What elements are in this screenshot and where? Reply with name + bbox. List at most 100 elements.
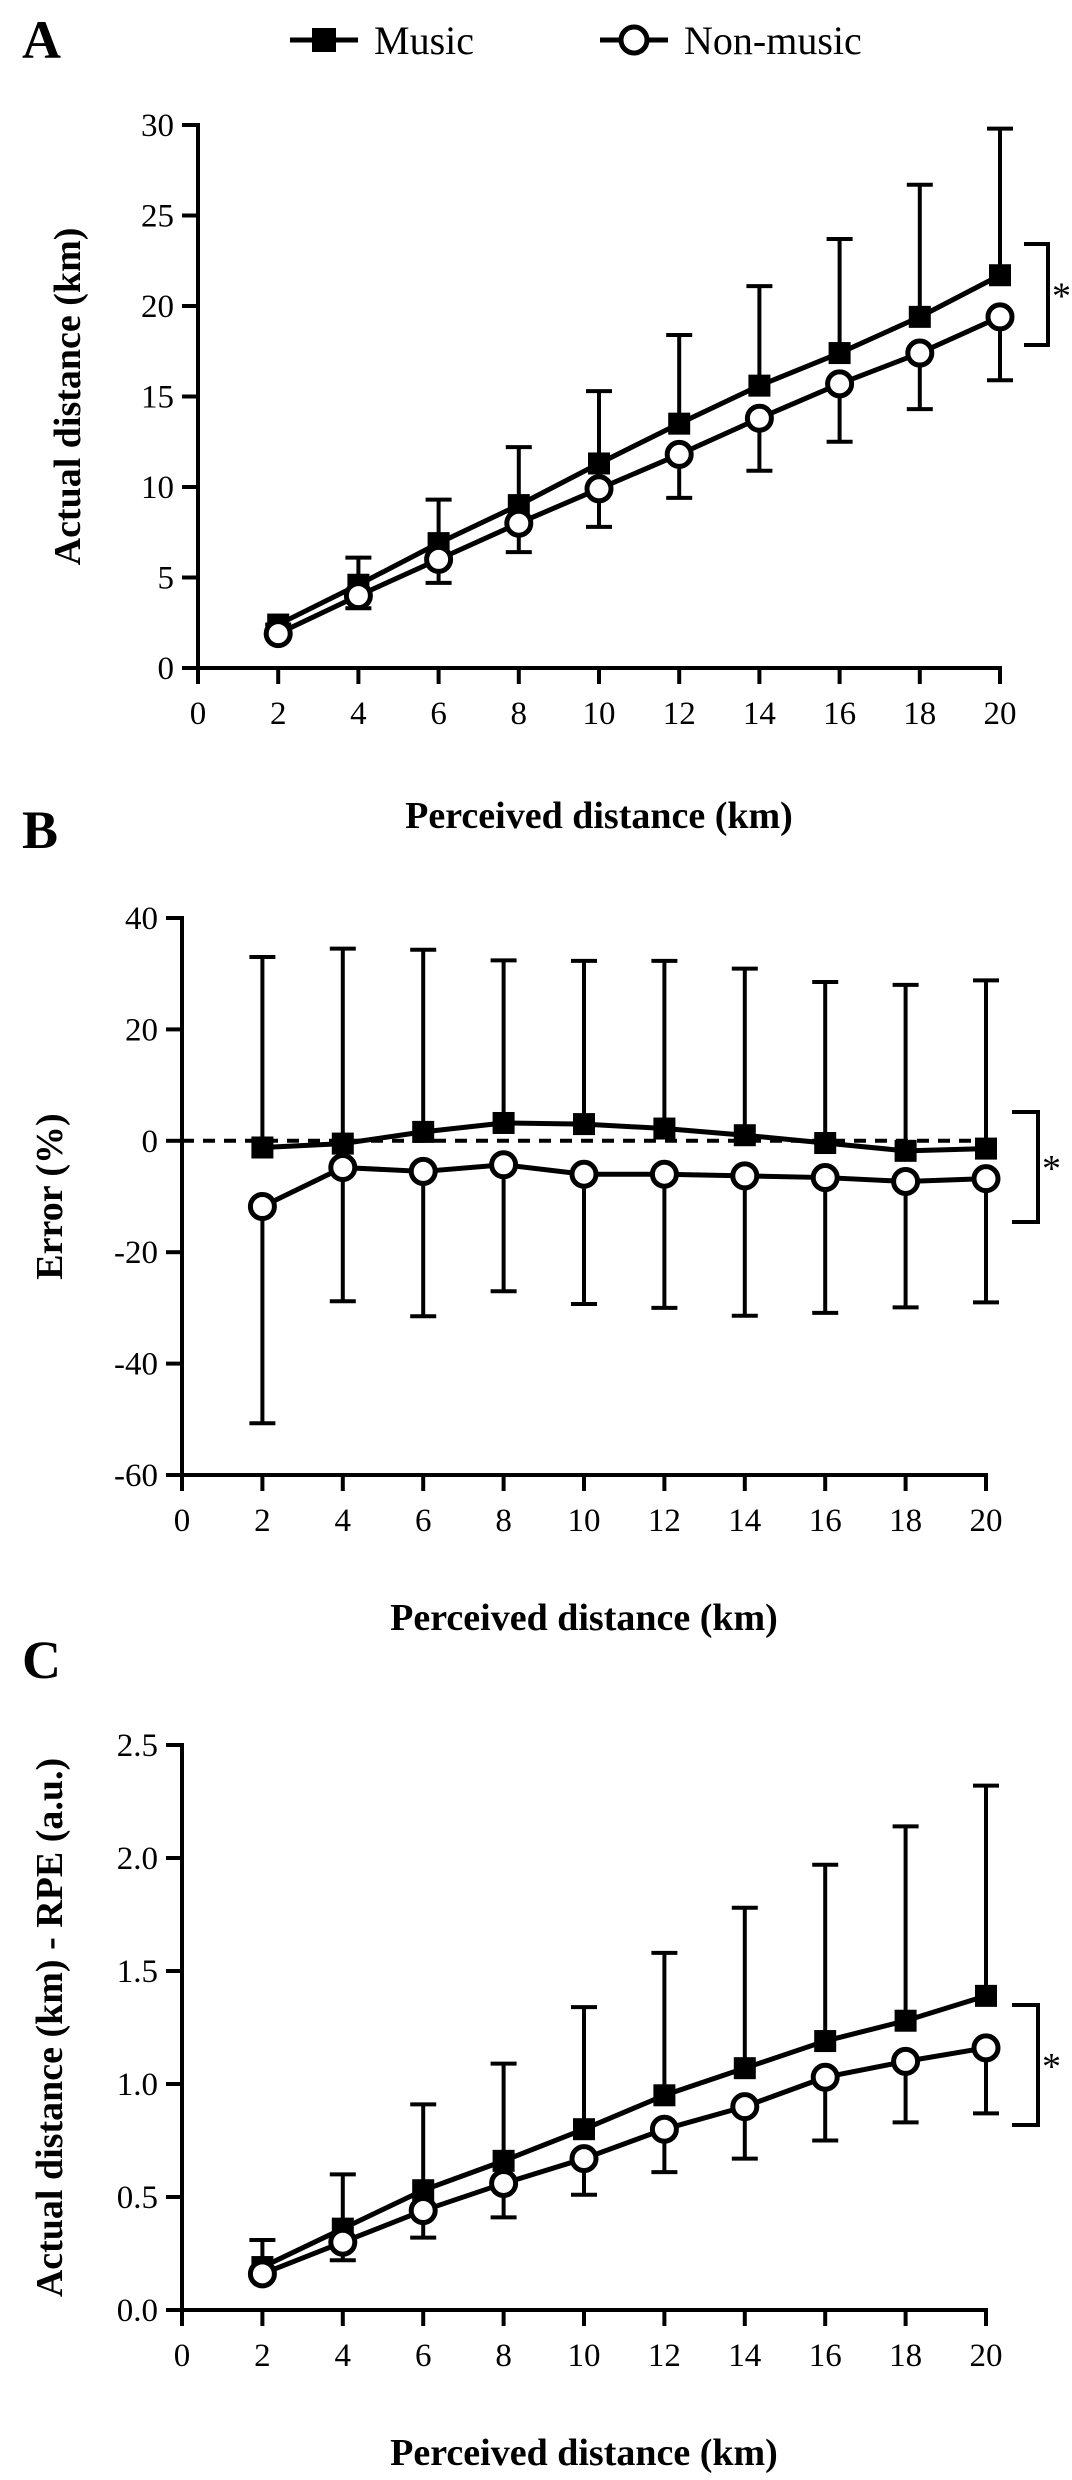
panel-a-significance-star: * <box>1052 276 1071 318</box>
panel-b-y-axis-title: Error (%) <box>29 1113 71 1279</box>
panel-c-point-non-music <box>810 2062 840 2092</box>
panel-a-point-non-music <box>424 544 454 574</box>
panel-b-line-non-music <box>261 1162 987 1209</box>
panel-b-x-tick-label: 6 <box>415 1503 432 1539</box>
panel-a-point-music <box>908 305 931 328</box>
panel-a-point-music <box>588 452 610 475</box>
panel-b-point-non-music <box>730 1161 760 1191</box>
panel-a-x-tick-label: 16 <box>823 696 856 732</box>
panel-b-point-music <box>733 1124 756 1147</box>
panel-b-point-music <box>492 1111 515 1134</box>
panel-b-x-axis-title: Perceived distance (km) <box>390 1597 778 1639</box>
panel-a-letter: A <box>22 10 61 70</box>
legend-marker-non-music <box>618 24 650 56</box>
panel-c-x-tick-label: 14 <box>728 2338 761 2374</box>
panel-c-point-non-music <box>891 2046 921 2076</box>
panel-a-y-axis-title: Actual distance (km) <box>47 228 89 566</box>
panel-c-point-music <box>814 2030 837 2053</box>
panel-a-point-music <box>828 342 851 365</box>
panel-b-x-tick-label: 2 <box>254 1503 271 1539</box>
panel-c-y-tick-label: 1.5 <box>117 1954 158 1990</box>
panel-a-point-music <box>748 374 771 397</box>
panel-b-x-tick-label: 14 <box>728 1503 761 1539</box>
panel-b-point-non-music <box>891 1166 921 1196</box>
panel-b-point-non-music <box>328 1153 358 1183</box>
panel-b-y-tick-label: -60 <box>114 1458 158 1494</box>
panel-c-point-music <box>653 2084 676 2107</box>
panel-c-y-tick-label: 0.5 <box>117 2180 158 2216</box>
panel-c-x-tick-label: 18 <box>889 2338 922 2374</box>
legend-label-music: Music <box>374 18 474 63</box>
panel-b-y-tick-label: 0 <box>142 1124 159 1160</box>
panel-b-y-tick-label: 20 <box>125 1012 158 1048</box>
panel-c-x-tick-label: 2 <box>254 2338 271 2374</box>
panel-c-y-axis-title: Actual distance (km) - RPE (a.u.) <box>29 1758 71 2297</box>
panel-a-y-tick-label: 5 <box>158 561 175 597</box>
panel-b-x-tick-label: 0 <box>174 1503 191 1539</box>
panel-b-letter: B <box>22 800 58 860</box>
panel-c-x-tick-label: 12 <box>648 2338 681 2374</box>
panel-c-point-non-music <box>408 2196 438 2226</box>
panel-c-letter: C <box>22 1630 61 1690</box>
panel-c-x-tick-label: 10 <box>568 2338 601 2374</box>
panel-a-point-non-music <box>744 403 774 433</box>
panel-b-x-tick-label: 16 <box>809 1503 842 1539</box>
panel-a-x-tick-label: 10 <box>583 696 616 732</box>
panel-a-point-music <box>989 264 1011 287</box>
panel-b: B -60 -40 -20 0 20 40 0 2 4 6 8 10 12 14 16 18 20 Perceive… <box>22 800 1061 1639</box>
panel-c-x-tick-label: 6 <box>415 2338 432 2374</box>
panel-b-point-music <box>894 1139 917 1162</box>
panel-b-point-music <box>814 1132 837 1155</box>
panel-c-point-music <box>975 1984 997 2007</box>
panel-b-point-non-music <box>649 1159 679 1189</box>
panel-c-point-music <box>492 2149 515 2172</box>
panel-a-x-tick-label: 0 <box>190 696 207 732</box>
panel-c-line-non-music <box>261 2045 987 2277</box>
panel-a-x-tick-label: 20 <box>984 696 1017 732</box>
panel-a-x-tick-label: 8 <box>511 696 528 732</box>
panel-b-significance-bracket <box>1012 1110 1040 1224</box>
panel-a-y-tick-label: 30 <box>141 108 174 144</box>
panel-c-point-non-music <box>569 2144 599 2174</box>
panel-a-x-tick-label: 6 <box>430 696 447 732</box>
panel-c-point-non-music <box>328 2227 358 2257</box>
panel-a-point-non-music <box>905 338 935 368</box>
panel-c-point-music <box>733 2057 756 2080</box>
panel-b-point-non-music <box>247 1192 277 1222</box>
panel-a-x-tick-label: 4 <box>350 696 367 732</box>
panel-c-y-tick-label: 0.0 <box>117 2293 158 2329</box>
panel-a-x-tick-label: 12 <box>663 696 696 732</box>
panel-b-significance-star: * <box>1042 1148 1061 1190</box>
panel-a-x-axis-title: Perceived distance (km) <box>405 795 793 837</box>
legend: Music Non-music <box>290 18 862 63</box>
panel-c-point-music <box>412 2179 435 2202</box>
panel-b-x-tick-label: 18 <box>889 1503 922 1539</box>
panel-a-x-tick-label: 18 <box>903 696 936 732</box>
panel-b-y-tick-label: 40 <box>125 901 158 937</box>
panel-a-point-non-music <box>584 474 614 504</box>
panel-c-point-music <box>894 2009 917 2032</box>
panel-a-point-music <box>668 412 691 435</box>
panel-a-point-non-music <box>985 302 1015 332</box>
panel-b-y-tick-label: -20 <box>114 1235 158 1271</box>
panel-c-x-axis-title: Perceived distance (km) <box>390 2432 778 2474</box>
panel-a-point-non-music <box>343 581 373 611</box>
panel-a-y-tick-label: 20 <box>141 289 174 325</box>
panel-c-y-tick-label: 1.0 <box>117 2067 158 2103</box>
panel-a-y-tick-label: 25 <box>141 199 174 235</box>
panel-b-point-non-music <box>569 1159 599 1189</box>
panel-b-x-tick-label: 20 <box>970 1503 1003 1539</box>
panel-b-x-tick-label: 10 <box>568 1503 601 1539</box>
panel-c-x-tick-label: 16 <box>809 2338 842 2374</box>
panel-a-line-non-music <box>277 314 1002 636</box>
panel-c-point-non-music <box>971 2033 1001 2063</box>
panel-a-point-non-music <box>263 619 293 649</box>
panel-b-line-music <box>262 1120 987 1154</box>
panel-b-point-music <box>573 1113 595 1136</box>
panel-a: A 0 5 10 15 20 25 30 0 2 4 6 8 10 12 14 16 18 20 Perceived … <box>22 10 1071 837</box>
panel-b-point-non-music <box>408 1156 438 1186</box>
panel-b-point-music <box>331 1132 354 1155</box>
panel-b-x-tick-label: 4 <box>335 1503 352 1539</box>
panel-c-y-tick-label: 2.5 <box>117 1728 158 1764</box>
